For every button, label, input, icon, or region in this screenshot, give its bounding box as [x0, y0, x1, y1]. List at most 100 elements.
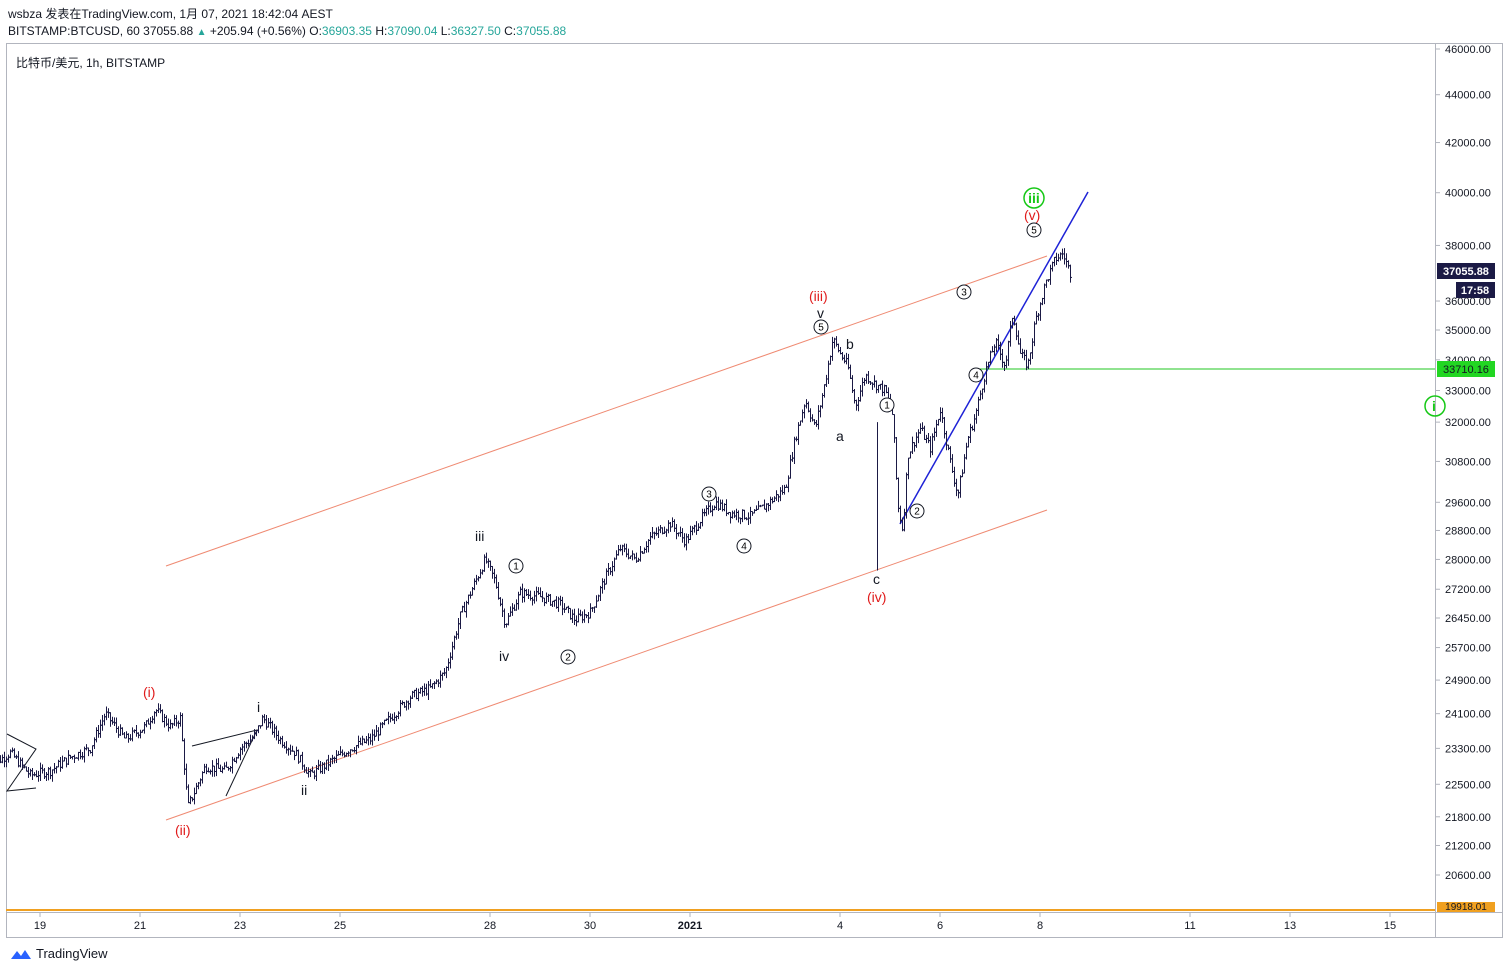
ohlc-bar — [561, 596, 564, 616]
x-tick-label: 11 — [1184, 920, 1195, 932]
ohlc-bar — [809, 408, 812, 423]
ohlc-bar — [781, 485, 784, 495]
ohlc-bar — [91, 745, 94, 757]
ohlc-bar — [1031, 338, 1034, 360]
ohlc-bar — [169, 719, 172, 730]
ohlc-bar — [941, 407, 944, 423]
ohlc-bar — [163, 713, 166, 728]
ohlc-bar — [1065, 253, 1068, 268]
high-value: 37090.04 — [387, 24, 438, 38]
ohlc-bar — [435, 679, 438, 685]
ohlc-bar — [815, 419, 818, 427]
ohlc-bar — [819, 405, 822, 418]
ohlc-bar — [1063, 248, 1066, 265]
x-tick-label: 23 — [234, 920, 246, 932]
ohlc-bar — [595, 595, 598, 608]
ohlc-bar — [37, 770, 40, 782]
ohlc-bar — [349, 749, 352, 758]
ohlc-bar — [879, 383, 882, 390]
ohlc-bar — [849, 364, 852, 380]
ohlc-bar — [973, 414, 976, 432]
ohlc-bar — [181, 713, 184, 742]
ohlc-bar — [541, 591, 544, 603]
ohlc-bar — [455, 631, 458, 640]
ohlc-bar — [649, 532, 652, 545]
ohlc-bar — [719, 499, 722, 510]
ohlc-bar — [175, 715, 178, 727]
y-tick-label: 33000.00 — [1445, 385, 1491, 397]
ohlc-bar — [393, 712, 396, 724]
ohlc-bar — [685, 533, 688, 551]
ohlc-bar — [535, 586, 538, 602]
ohlc-bar — [1039, 302, 1042, 321]
x-tick-label: 13 — [1284, 920, 1296, 932]
ohlc-bar — [479, 569, 482, 579]
ohlc-bar — [893, 414, 896, 443]
y-tick-label: 20600.00 — [1445, 870, 1491, 882]
ohlc-bar — [439, 670, 442, 688]
ohlc-bar — [201, 771, 204, 784]
ohlc-bar — [663, 526, 666, 535]
ohlc-bar — [173, 714, 176, 727]
ohlc-bar — [229, 766, 232, 772]
ohlc-bar — [937, 418, 940, 426]
ohlc-bar — [299, 754, 302, 763]
ohlc-bar — [203, 763, 206, 774]
y-tick-label: 46000.00 — [1445, 44, 1491, 56]
ohlc-bar — [415, 687, 418, 700]
symbol-name[interactable]: BITSTAMP:BTCUSD, 60 — [8, 24, 140, 38]
ohlc-bar — [473, 578, 476, 591]
ohlc-bar — [589, 603, 592, 619]
ohlc-bar — [733, 510, 736, 518]
ohlc-bar — [667, 520, 670, 534]
ohlc-bar — [423, 683, 426, 696]
y-tick-label: 30800.00 — [1445, 456, 1491, 468]
ohlc-bar — [1003, 361, 1006, 372]
ohlc-bar — [653, 531, 656, 540]
ohlc-bar — [187, 784, 190, 804]
y-tick-label: 36000.00 — [1445, 296, 1491, 308]
ohlc-bar — [477, 576, 480, 582]
up-arrow-icon: ▲ — [196, 27, 207, 38]
ohlc-bar — [857, 397, 860, 412]
ohlc-bar — [95, 727, 98, 743]
ohlc-bar — [923, 425, 926, 440]
ohlc-bar — [769, 496, 772, 510]
symbol-ohlc-line: BITSTAMP:BTCUSD, 60 37055.88 ▲ +205.94 (… — [8, 24, 566, 38]
ohlc-bar — [189, 795, 192, 805]
ohlc-bar — [843, 354, 846, 364]
ohlc-bar — [499, 597, 502, 607]
price-axis: 46000.00 44000.00 42000.00 40000.00 38000.00… — [1435, 44, 1491, 882]
ohlc-bar — [529, 590, 532, 601]
ohlc-bar — [257, 725, 260, 734]
ohlc-bar — [763, 499, 766, 510]
y-tick-label: 24100.00 — [1445, 709, 1491, 721]
ohlc-bar — [369, 733, 372, 745]
tradingview-brand[interactable]: TradingView — [10, 946, 108, 961]
circled-1-second: 1 — [884, 401, 890, 412]
ohlc-bar — [779, 487, 782, 502]
ohlc-bar — [895, 437, 898, 480]
ohlc-bar — [917, 429, 920, 444]
ohlc-bar — [157, 703, 160, 713]
ohlc-bar — [927, 433, 930, 444]
ohlc-bar — [453, 635, 456, 650]
ohlc-bar — [577, 608, 580, 623]
ohlc-bar — [353, 746, 356, 753]
ohlc-bar — [955, 478, 958, 497]
ohlc-bar — [307, 767, 310, 778]
ohlc-bar — [209, 769, 212, 775]
ohlc-bar — [689, 525, 692, 540]
circled-1-first: 1 — [513, 562, 519, 573]
ohlc-bar — [657, 526, 660, 538]
ohlc-bar — [495, 574, 498, 589]
tradingview-logo-icon — [11, 949, 31, 959]
ohlc-bar — [443, 667, 446, 676]
ohlc-bar — [1035, 311, 1038, 325]
ohlc-bar — [959, 475, 962, 498]
ohlc-bar — [283, 742, 286, 749]
x-tick-label: 28 — [484, 920, 496, 932]
ohlc-bar — [553, 599, 556, 607]
ohlc-bar — [1001, 348, 1004, 368]
